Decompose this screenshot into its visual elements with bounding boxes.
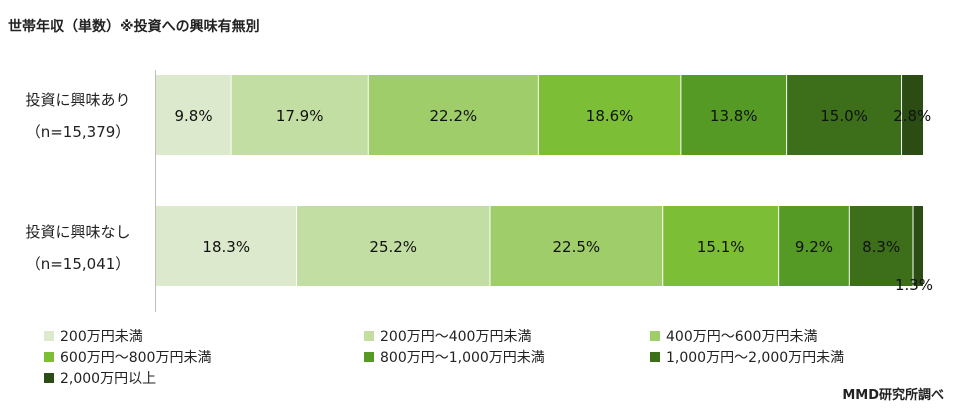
legend-label: 1,000万円～2,000万円未満 — [666, 350, 845, 366]
legend-label: 400万円～600万円未満 — [666, 329, 818, 345]
bar-segment — [231, 75, 369, 155]
legend-label: 200万円～400万円未満 — [380, 329, 532, 345]
bar-segment — [901, 75, 923, 155]
data-label: 15.0% — [820, 107, 868, 125]
category-sample-size: （n=15,041） — [25, 255, 131, 273]
bar-segment — [156, 206, 297, 286]
bar-segment — [680, 75, 787, 155]
data-label: 2.8% — [893, 107, 931, 125]
data-label: 18.6% — [586, 107, 634, 125]
data-label: 22.5% — [553, 238, 601, 256]
category-sample-size: （n=15,379） — [25, 123, 131, 141]
chart-title: 世帯年収（単数）※投資への興味有無別 — [8, 19, 260, 35]
data-label: 13.8% — [710, 107, 758, 125]
data-label: 8.3% — [862, 238, 900, 256]
category-name: 投資に興味あり — [25, 91, 131, 109]
category-name: 投資に興味なし — [25, 223, 131, 241]
bar-segment — [786, 75, 902, 155]
data-label: 15.1% — [697, 238, 745, 256]
bar-segment — [913, 206, 923, 286]
bar-segment — [368, 75, 539, 155]
legend-item: 800万円～1,000万円未満 — [364, 347, 545, 367]
category-label-not-interested: 投資に興味なし （n=15,041） — [8, 216, 148, 280]
data-label: 9.8% — [174, 107, 212, 125]
bar-segment — [849, 206, 914, 286]
legend-item: 400万円～600万円未満 — [650, 326, 817, 346]
legend-swatch — [44, 331, 54, 341]
data-label: 1.3% — [895, 276, 933, 294]
category-label-interested: 投資に興味あり （n=15,379） — [8, 84, 148, 148]
legend-item: 2,000万円以上 — [44, 368, 156, 388]
bar-segment — [538, 75, 681, 155]
source-note: MMD研究所調べ — [842, 388, 944, 403]
legend-swatch — [650, 331, 660, 341]
legend-label: 2,000万円以上 — [60, 371, 157, 387]
data-label: 18.3% — [202, 238, 250, 256]
data-label: 25.2% — [369, 238, 417, 256]
bar-segment — [156, 75, 232, 155]
legend-label: 800万円～1,000万円未満 — [380, 350, 545, 366]
legend-swatch — [44, 373, 54, 383]
legend-label: 600万円～800万円未満 — [60, 350, 212, 366]
legend-item: 600万円～800万円未満 — [44, 347, 211, 367]
legend-label: 200万円未満 — [60, 329, 143, 345]
legend-item: 200万円～400万円未満 — [364, 326, 531, 346]
legend-swatch — [44, 352, 54, 362]
bar-segment — [778, 206, 850, 286]
legend-swatch — [364, 352, 374, 362]
category-axis-line — [155, 70, 156, 312]
legend-swatch — [364, 331, 374, 341]
data-label: 22.2% — [429, 107, 477, 125]
data-label: 17.9% — [276, 107, 324, 125]
data-label: 9.2% — [795, 238, 833, 256]
legend-item: 200万円未満 — [44, 326, 143, 346]
legend-item: 1,000万円～2,000万円未満 — [650, 347, 844, 367]
legend-swatch — [650, 352, 660, 362]
bar-segment — [489, 206, 663, 286]
bar-segment — [296, 206, 490, 286]
bar-segment — [662, 206, 779, 286]
